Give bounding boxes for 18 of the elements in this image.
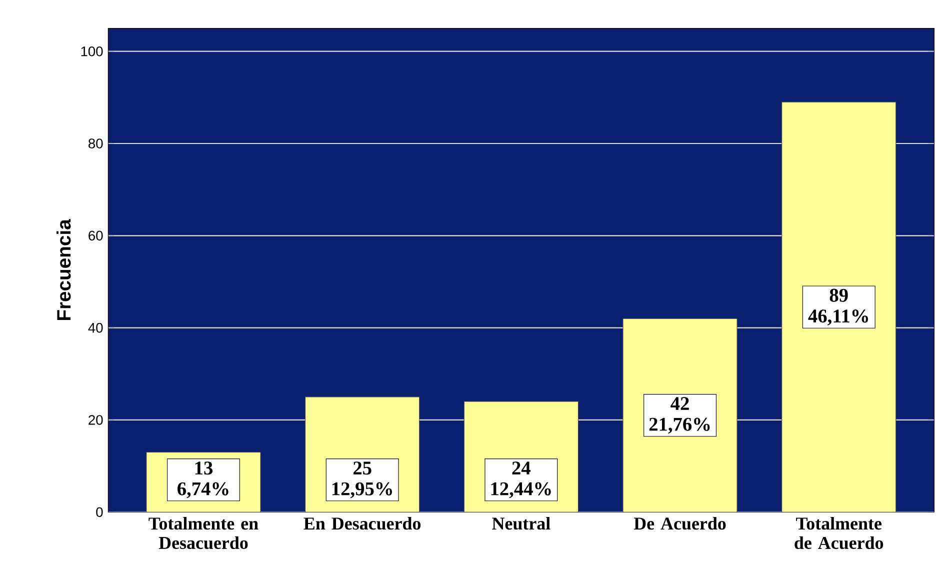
y-axis-title: Frecuencia bbox=[56, 219, 71, 320]
y-tick-label: 0 bbox=[96, 507, 103, 518]
y-tick-label: 60 bbox=[88, 230, 103, 241]
x-tick-label: De Acuerdo bbox=[634, 517, 726, 530]
x-tick-label: En Desacuerdo bbox=[304, 517, 421, 530]
x-tick-label: Neutral bbox=[492, 517, 550, 530]
y-tick-label: 40 bbox=[88, 323, 103, 333]
data-label: 13 6,74% bbox=[178, 462, 228, 498]
y-tick-label: 80 bbox=[88, 138, 103, 148]
y-tick-label: 100 bbox=[81, 46, 103, 56]
data-label: 89 46,11% bbox=[808, 288, 868, 326]
x-tick-label: Totalmente de Acuerdo bbox=[794, 517, 884, 550]
data-label: 25 12,95% bbox=[332, 462, 392, 498]
y-tick-label: 20 bbox=[88, 415, 103, 425]
bar bbox=[782, 102, 896, 512]
x-tick-label: Totalmente en Desacuerdo bbox=[148, 517, 258, 550]
data-label: 42 21,76% bbox=[649, 397, 710, 434]
data-label: 24 12,44% bbox=[491, 462, 551, 498]
